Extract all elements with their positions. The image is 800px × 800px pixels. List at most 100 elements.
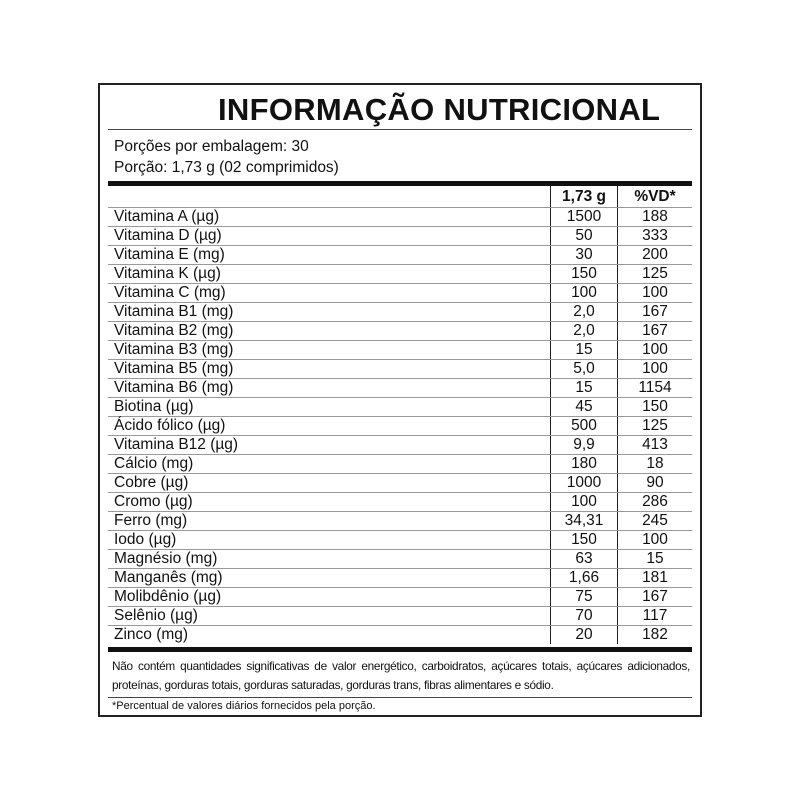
amount-per-serving: 100: [550, 492, 618, 512]
disclaimer: Não contém quantidades significativas de…: [112, 659, 690, 692]
daily-value-percent: 15: [617, 549, 692, 569]
amount-per-serving: 500: [550, 416, 618, 436]
table-row: Vitamina B6 (mg) 15 1154: [108, 378, 692, 398]
table-row: Ácido fólico (µg) 500 125: [108, 416, 692, 436]
nutrient-name: Vitamina B12 (µg): [108, 435, 551, 455]
table-row: Vitamina B12 (µg) 9,9 413: [108, 435, 692, 455]
nutrient-name: Cromo (µg): [108, 492, 551, 512]
amount-per-serving: 20: [550, 625, 618, 644]
table-row: Vitamina C (mg) 100 100: [108, 283, 692, 303]
table-row: Vitamina E (mg) 30 200: [108, 245, 692, 265]
nutrient-name: Zinco (mg): [114, 626, 189, 643]
daily-value-percent: 181: [617, 568, 692, 588]
daily-value-percent: 413: [617, 435, 692, 455]
nutrient-name: Magnésio (mg): [108, 549, 551, 569]
amount-per-serving: 15: [550, 340, 618, 360]
amount-per-serving: 34,31: [550, 511, 618, 531]
amount-per-serving: 5,0: [550, 359, 618, 379]
daily-value-percent: 100: [617, 340, 692, 360]
amount-per-serving: 50: [550, 226, 618, 246]
amount-per-serving: 75: [550, 587, 618, 607]
label-title: INFORMAÇÃO NUTRICIONAL: [218, 92, 661, 127]
nutrient-name: Cálcio (mg): [108, 454, 551, 474]
nutrient-name: Ferro (mg): [108, 511, 551, 531]
daily-value-percent: 125: [617, 264, 692, 284]
daily-value-percent: 18: [617, 454, 692, 474]
header-amount: 1,73 g: [550, 186, 618, 208]
nutrient-name: Vitamina B6 (mg): [108, 378, 551, 398]
table-row: Vitamina B2 (mg) 2,0 167: [108, 321, 692, 341]
table-row: Vitamina D (µg) 50 333: [108, 226, 692, 246]
nutrient-name: Vitamina B3 (mg): [108, 340, 551, 360]
header-nutrient: [108, 186, 551, 208]
nutrient-name: Vitamina C (mg): [108, 283, 551, 303]
nutrient-name: Manganês (mg): [108, 568, 551, 588]
table-row: Cálcio (mg) 180 18: [108, 454, 692, 474]
table-row: Vitamina B1 (mg) 2,0 167: [108, 302, 692, 322]
table-row: Magnésio (mg) 63 15: [108, 549, 692, 569]
table-row: Vitamina K (µg) 150 125: [108, 264, 692, 284]
table-row: Selênio (µg) 70 117: [108, 606, 692, 626]
nutrient-name: Vitamina B2 (mg): [108, 321, 551, 341]
table-row: Ferro (mg) 34,31 245: [108, 511, 692, 531]
daily-value-percent: 167: [617, 587, 692, 607]
divider-thick: [108, 181, 692, 186]
header-dv: %VD*: [617, 186, 692, 208]
nutrient-name: Cobre (µg): [108, 473, 551, 493]
amount-per-serving: 15: [550, 378, 618, 398]
nutrient-name: Ácido fólico (µg): [108, 416, 551, 436]
table-row: Cobre (µg) 1000 90: [108, 473, 692, 493]
daily-value-percent: 286: [617, 492, 692, 512]
nutrient-name: Vitamina D (µg): [108, 226, 551, 246]
amount-per-serving: 180: [550, 454, 618, 474]
nutrition-facts-label: INFORMAÇÃO NUTRICIONAL Porções por embal…: [98, 83, 702, 717]
table-row: Molibdênio (µg) 75 167: [108, 587, 692, 607]
amount-per-serving: 9,9: [550, 435, 618, 455]
nutrient-name: Vitamina K (µg): [108, 264, 551, 284]
amount-per-serving: 30: [550, 245, 618, 265]
nutrient-name: Vitamina B1 (mg): [108, 302, 551, 322]
servings-per-package: Porções por embalagem: 30: [114, 138, 309, 155]
daily-value-percent: 100: [617, 530, 692, 550]
amount-per-serving: 45: [550, 397, 618, 417]
table-row: Vitamina B3 (mg) 15 100: [108, 340, 692, 360]
nutrient-name: Vitamina B5 (mg): [108, 359, 551, 379]
amount-per-serving: 150: [550, 530, 618, 550]
nutrient-name: Selênio (µg): [108, 606, 551, 626]
amount-per-serving: 1000: [550, 473, 618, 493]
divider: [108, 697, 692, 698]
daily-value-percent: 100: [617, 359, 692, 379]
table-row: Iodo (µg) 150 100: [108, 530, 692, 550]
daily-value-percent: 125: [617, 416, 692, 436]
table-row: Manganês (mg) 1,66 181: [108, 568, 692, 588]
daily-value-percent: 245: [617, 511, 692, 531]
amount-per-serving: 1500: [550, 207, 618, 227]
nutrient-table: 1,73 g %VD* Vitamina A (µg) 1500 188 Vitami…: [108, 186, 692, 644]
daily-value-percent: 167: [617, 321, 692, 341]
footnote: *Percentual de valores diários fornecido…: [112, 700, 376, 712]
amount-per-serving: 1,66: [550, 568, 618, 588]
daily-value-percent: 333: [617, 226, 692, 246]
nutrient-name: Vitamina A (µg): [108, 207, 551, 227]
nutrient-name: Vitamina E (mg): [108, 245, 551, 265]
amount-per-serving: 2,0: [550, 321, 618, 341]
divider-thick: [108, 647, 692, 652]
amount-per-serving: 70: [550, 606, 618, 626]
table-row: Vitamina B5 (mg) 5,0 100: [108, 359, 692, 379]
daily-value-percent: 200: [617, 245, 692, 265]
table-header: 1,73 g %VD*: [108, 186, 692, 208]
nutrient-name: Molibdênio (µg): [108, 587, 551, 607]
amount-per-serving: 2,0: [550, 302, 618, 322]
daily-value-percent: 188: [617, 207, 692, 227]
daily-value-percent: 167: [617, 302, 692, 322]
daily-value-percent: 90: [617, 473, 692, 493]
amount-per-serving: 63: [550, 549, 618, 569]
table-row: Vitamina A (µg) 1500 188: [108, 207, 692, 227]
daily-value-percent: 117: [617, 606, 692, 626]
nutrient-name: Biotina (µg): [108, 397, 551, 417]
amount-per-serving: 150: [550, 264, 618, 284]
daily-value-percent: 100: [617, 283, 692, 303]
table-row: Cromo (µg) 100 286: [108, 492, 692, 512]
table-row: Biotina (µg) 45 150: [108, 397, 692, 417]
daily-value-percent: 1154: [617, 378, 692, 398]
